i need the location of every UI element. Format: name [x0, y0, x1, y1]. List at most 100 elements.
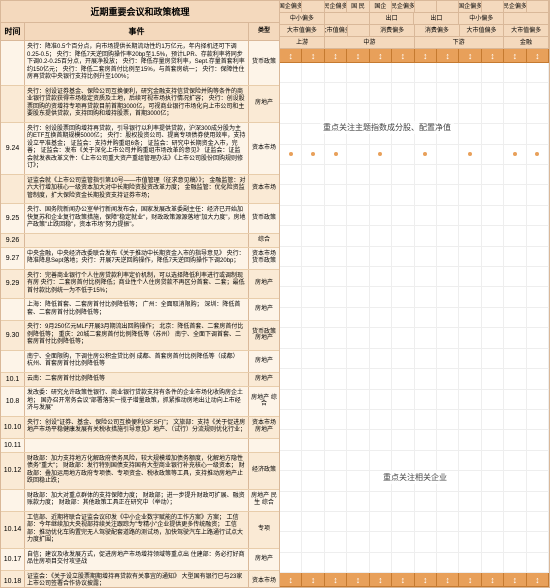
dot-empty [415, 226, 437, 246]
dot-empty [504, 410, 526, 430]
dot-filled [415, 145, 437, 165]
left-row: 央行：降准0.5个百分点，向市场提供长期流动性约1万亿元，年内择机还可下调0.2… [1, 41, 279, 86]
dot-empty [280, 349, 302, 369]
dot-empty [370, 206, 392, 226]
cell-time: 9.27 [1, 248, 25, 269]
dot-empty [527, 226, 549, 246]
left-row: 9.26综合 [1, 234, 279, 248]
caption-text: 重点关注相关企业 [380, 471, 450, 484]
dot-row [280, 206, 549, 226]
arrow-cell: ↕ [415, 49, 437, 63]
dot-empty [347, 553, 369, 573]
footer-arrow-row: ↕↕↕↕↕↕↕↕↕↕↕↕ [280, 573, 549, 587]
dot-empty [437, 287, 459, 307]
dot-empty [415, 83, 437, 103]
dot-empty [302, 247, 324, 267]
cell-type: 资本市场 货币政策 [249, 248, 279, 269]
arrow-cell: ↕ [280, 49, 302, 63]
header-row-1: 国企偏多民企偏多国 民国企民企偏多国企偏多民企偏多 [280, 1, 549, 13]
dot-empty [392, 247, 414, 267]
cell-event: 云南：二套房首付比例降低等 [25, 373, 249, 387]
dot-empty [527, 349, 549, 369]
cell-type: 资本市场 [249, 175, 279, 204]
cell-event [25, 234, 249, 247]
dot-empty [280, 287, 302, 307]
dot-empty [504, 185, 526, 205]
dot-empty [302, 185, 324, 205]
left-row: 9.29央行：完善商业银行个人住房贷款利率定价机制，可以选择降低利率进行或调制现… [1, 270, 279, 300]
dot-empty [370, 308, 392, 328]
arrow-cell: ↕ [415, 573, 437, 587]
dot-empty [482, 124, 504, 144]
dot-empty [459, 349, 481, 369]
dot-empty [437, 247, 459, 267]
dot-empty [280, 553, 302, 573]
header-cell [325, 13, 370, 25]
dot-empty [459, 63, 481, 83]
dot-empty [302, 492, 324, 512]
dot-empty [482, 410, 504, 430]
dot-empty [482, 328, 504, 348]
arrow-cell: ↕ [504, 49, 526, 63]
dot-empty [325, 532, 347, 552]
left-row: 9.30央行：9月250亿元MLF开展3月期流出回购操作； 北京：降低首套、二套… [1, 321, 279, 351]
dot-empty [347, 308, 369, 328]
dot-empty [370, 185, 392, 205]
dot-empty [325, 512, 347, 532]
cell-event: 央行、国务院新闻办公室举行新闻发布会，国家发展改革委副主任：经济已开始加快复苏和… [25, 204, 249, 233]
header-cell: 国企 [370, 1, 392, 13]
dot-empty [347, 492, 369, 512]
dot-empty [527, 124, 549, 144]
dot-empty [482, 83, 504, 103]
dot-empty [437, 63, 459, 83]
cell-time: 10.17 [1, 549, 25, 570]
dot-empty [325, 410, 347, 430]
dot-empty [415, 430, 437, 450]
dot-empty [415, 165, 437, 185]
cell-time [1, 351, 25, 372]
dot-empty [325, 247, 347, 267]
cell-event: 南宁、全面限购，下调住房公积金贷比例 成都、首套房首付比例降低等（成都） 杭州、… [25, 351, 249, 372]
cell-event: 财政部：加大对重点群体的支持保障力度； 财政部；进一步提升财政可扩展、融资账款力… [25, 490, 249, 511]
header-cell: 国 民 [347, 1, 369, 13]
dot-empty [504, 267, 526, 287]
cell-type: 货币政策 房地产 [249, 321, 279, 350]
dot-empty [415, 63, 437, 83]
arrow-row: ↕↕↕↕↕↕↕↕↕↕↕↕ [280, 49, 549, 63]
dot-empty [325, 328, 347, 348]
dot-empty [459, 247, 481, 267]
left-row: 上海：降低首套、二套房首付比例降低等； 广州：全面取消限购； 深圳：降低首套、二… [1, 299, 279, 321]
dot-empty [325, 390, 347, 410]
dot-empty [459, 369, 481, 389]
dot-empty [527, 390, 549, 410]
dot-empty [504, 532, 526, 552]
dot-empty [302, 451, 324, 471]
dot-empty [392, 206, 414, 226]
dot-empty [437, 451, 459, 471]
header-cell [504, 13, 549, 25]
dot-empty [325, 267, 347, 287]
dot-empty [482, 267, 504, 287]
header-cell [348, 25, 371, 37]
cell-event: 央行：降准0.5个百分点，向市场提供长期流动性约1万亿元，年内择机还可下调0.2… [25, 41, 249, 85]
arrow-cell: ↕ [392, 573, 414, 587]
dot-empty [482, 553, 504, 573]
dot-empty [437, 206, 459, 226]
dot-empty [392, 492, 414, 512]
dot-empty [347, 410, 369, 430]
dot-empty [370, 451, 392, 471]
dot-empty [302, 206, 324, 226]
dot-empty [325, 308, 347, 328]
left-row: 南宁、全面限购，下调住房公积金贷比例 成都、首套房首付比例降低等（成都） 杭州、… [1, 351, 279, 373]
arrow-cell: ↕ [347, 49, 369, 63]
dot-empty [280, 369, 302, 389]
left-row: 10.12财政部：加力支持地方化解政府债务风险，较大规模增加债务额度，化解地方隐… [1, 453, 279, 490]
dot-empty [280, 165, 302, 185]
dot-empty [280, 492, 302, 512]
dot-empty [482, 390, 504, 410]
dot-empty [392, 390, 414, 410]
dot-empty [370, 63, 392, 83]
dot-empty [459, 308, 481, 328]
arrow-cell: ↕ [437, 573, 459, 587]
dot-empty [459, 185, 481, 205]
